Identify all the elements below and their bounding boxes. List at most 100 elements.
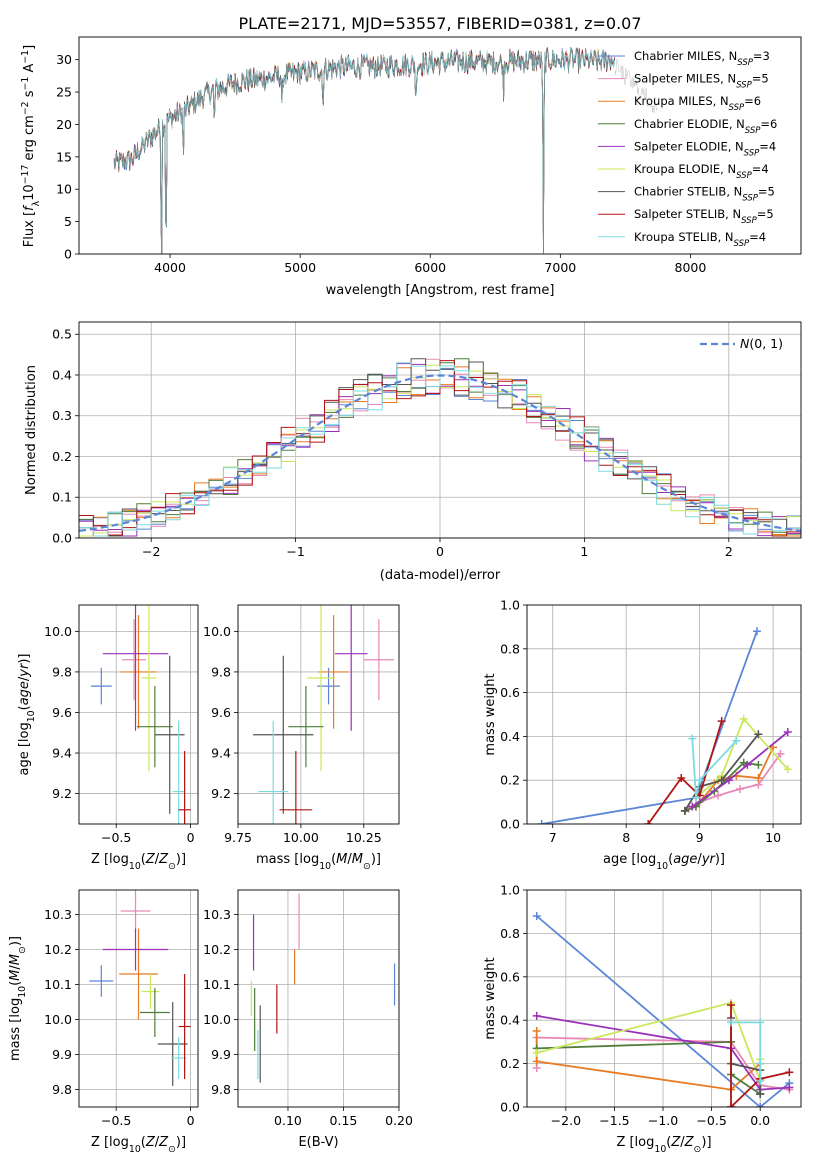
y-axis-label-part: −1	[20, 50, 31, 64]
legend-label-main: Kroupa MILES, N	[634, 94, 729, 108]
x-axis-label: (data-model)/error	[380, 568, 501, 583]
weight-marker	[727, 1001, 736, 1010]
x-axis-label: E(B-V)	[298, 1135, 338, 1150]
y-axis-label-part: )]	[8, 936, 23, 946]
weight-marker	[756, 1103, 765, 1107]
weight-marker	[776, 749, 785, 758]
plot-area	[238, 890, 399, 1107]
axes-frame	[526, 889, 802, 1108]
y-axis-label-part: ⊙	[17, 946, 28, 954]
x-tick-label: 7000	[544, 260, 576, 275]
y-tick-label: 10.1	[203, 977, 231, 992]
y-axis-label-part: )]	[17, 653, 32, 663]
panel-age_vs_mass: 9.75 10.00 10.25 9.2 9.4 9.6 9.8 10.0 mass [log1…	[203, 604, 400, 872]
y-axis-label-part: −2	[20, 101, 31, 115]
y-tick-label: 10.3	[203, 907, 231, 922]
plot-area	[527, 890, 801, 1107]
plot-area	[527, 605, 801, 824]
spectrum-line-chabrier_miles	[113, 46, 615, 254]
weight-marker	[736, 784, 745, 793]
legend-label: Kroupa MILES, NSSP=6	[634, 94, 761, 113]
legend-label-part: N	[740, 336, 750, 351]
x-tick-label: −0.5	[696, 1113, 726, 1128]
plot-area	[79, 605, 198, 824]
legend-label: Kroupa ELODIE, NSSP=4	[634, 162, 769, 181]
y-axis-label: age [log10(age/yr)]	[17, 653, 37, 775]
x-axis-label-part: )]	[715, 852, 725, 867]
weight-marker	[785, 1068, 794, 1077]
weight-line-chabrier_elodie	[536, 1040, 761, 1095]
y-axis-label-part: λ	[31, 200, 42, 206]
axes-frame	[78, 604, 199, 825]
legend-label-main: Salpeter MILES, N	[634, 72, 736, 86]
weight-marker	[695, 776, 704, 785]
x-tick-label: −1.5	[599, 1113, 629, 1128]
spectrum-line-kroupa_miles	[113, 47, 615, 254]
x-tick-label: 7	[549, 830, 557, 845]
y-tick-label: 25	[56, 85, 72, 100]
weight-marker	[727, 1103, 736, 1107]
y-tick-label: 0.5	[52, 327, 72, 342]
weight-marker	[739, 714, 748, 723]
x-axis-label-part: 10	[129, 1144, 141, 1155]
legend-label: Chabrier STELIB, NSSP=5	[634, 185, 775, 204]
y-tick-label: 10.2	[44, 942, 72, 957]
legend-label-sub: SSP	[736, 81, 752, 91]
legend-label-main: Chabrier ELODIE, N	[634, 117, 745, 131]
x-tick-label: −2	[142, 544, 160, 559]
x-tick-label: 6000	[414, 260, 446, 275]
x-axis-label-part: 10	[656, 861, 668, 872]
y-axis-label-part: mass weight	[483, 673, 498, 755]
legend-label-main: Salpeter ELODIE, N	[634, 139, 744, 153]
x-tick-label: 5000	[284, 260, 316, 275]
x-tick-label: 9.75	[224, 830, 252, 845]
x-axis-label-part: Z [log	[91, 852, 129, 867]
legend-label-tail: =5	[752, 72, 769, 86]
y-axis-label: mass weight	[483, 957, 498, 1039]
y-axis-label-part: f	[22, 204, 37, 211]
legend-label-tail: =6	[744, 94, 761, 108]
x-axis-label: age [log10(age/yr)]	[603, 852, 725, 872]
x-axis-label-part: age [log	[603, 852, 656, 867]
y-tick-label: 0.0	[500, 817, 520, 832]
legend-label-sub: SSP	[737, 58, 753, 68]
plot-area	[79, 322, 801, 538]
y-tick-label: 10.3	[44, 907, 72, 922]
y-axis-label-part: age	[17, 681, 32, 705]
axes-frame	[526, 604, 802, 825]
weight-marker	[717, 776, 726, 785]
y-axis-label-part: M	[8, 954, 23, 965]
x-axis-label-part: /	[155, 852, 160, 867]
weight-marker	[532, 1027, 541, 1036]
axes-frame	[78, 889, 199, 1108]
spectrum-line-salpeter_miles	[113, 48, 615, 254]
y-tick-label: 0.3	[52, 408, 72, 423]
x-tick-label: 8	[622, 830, 630, 845]
legend-label: Kroupa STELIB, NSSP=4	[634, 230, 766, 249]
y-tick-label: 0.0	[52, 531, 72, 546]
weight-marker	[677, 774, 686, 783]
legend-label-tail: =3	[753, 49, 770, 63]
y-axis-label-part: ]	[22, 45, 37, 50]
y-tick-label: 10.2	[203, 942, 231, 957]
y-tick-label: 0.1	[52, 490, 72, 505]
y-tick-label: 9.4	[211, 746, 231, 761]
x-axis-label-part: 10	[319, 861, 331, 872]
axes-frame	[237, 889, 400, 1108]
weight-marker	[725, 776, 734, 785]
x-axis-label: wavelength [Angstrom, rest frame]	[326, 283, 555, 298]
y-tick-label: 9.2	[52, 786, 72, 801]
legend-label-tail: =5	[757, 207, 774, 221]
y-tick-label: 9.8	[211, 664, 231, 679]
legend-label-main: Chabrier MILES, N	[634, 49, 737, 63]
weight-marker	[532, 912, 541, 921]
y-tick-label: 9.2	[211, 786, 231, 801]
x-axis-label-part: (	[668, 852, 673, 867]
x-axis-label-part: M	[352, 852, 363, 867]
legend-label: Salpeter MILES, NSSP=5	[634, 72, 769, 91]
x-axis-label-part: (	[666, 1135, 671, 1150]
y-axis-label-part: −17	[20, 165, 31, 185]
x-axis-label-part: Z	[670, 1135, 681, 1150]
